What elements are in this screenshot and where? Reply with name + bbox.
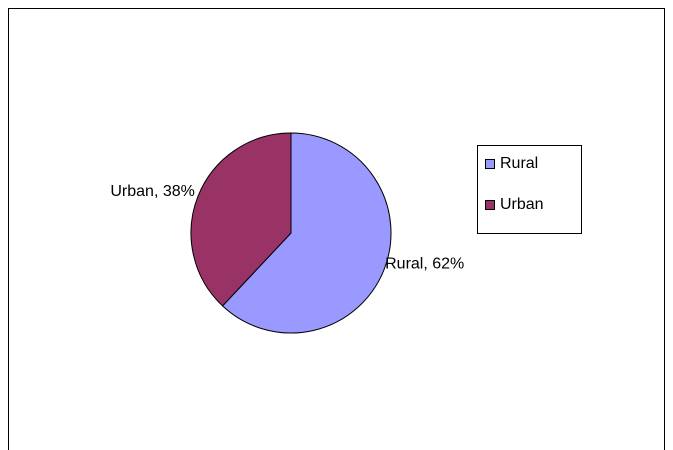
legend-swatch [485, 159, 495, 169]
legend-label: Urban [500, 196, 544, 213]
pie-slice [221, 132, 392, 334]
data-label: Urban, 38% [110, 183, 195, 200]
data-label: Rural, 62% [385, 255, 464, 272]
legend-label: Rural [500, 155, 538, 172]
pie-slice [190, 132, 292, 307]
legend-swatch [485, 200, 495, 210]
